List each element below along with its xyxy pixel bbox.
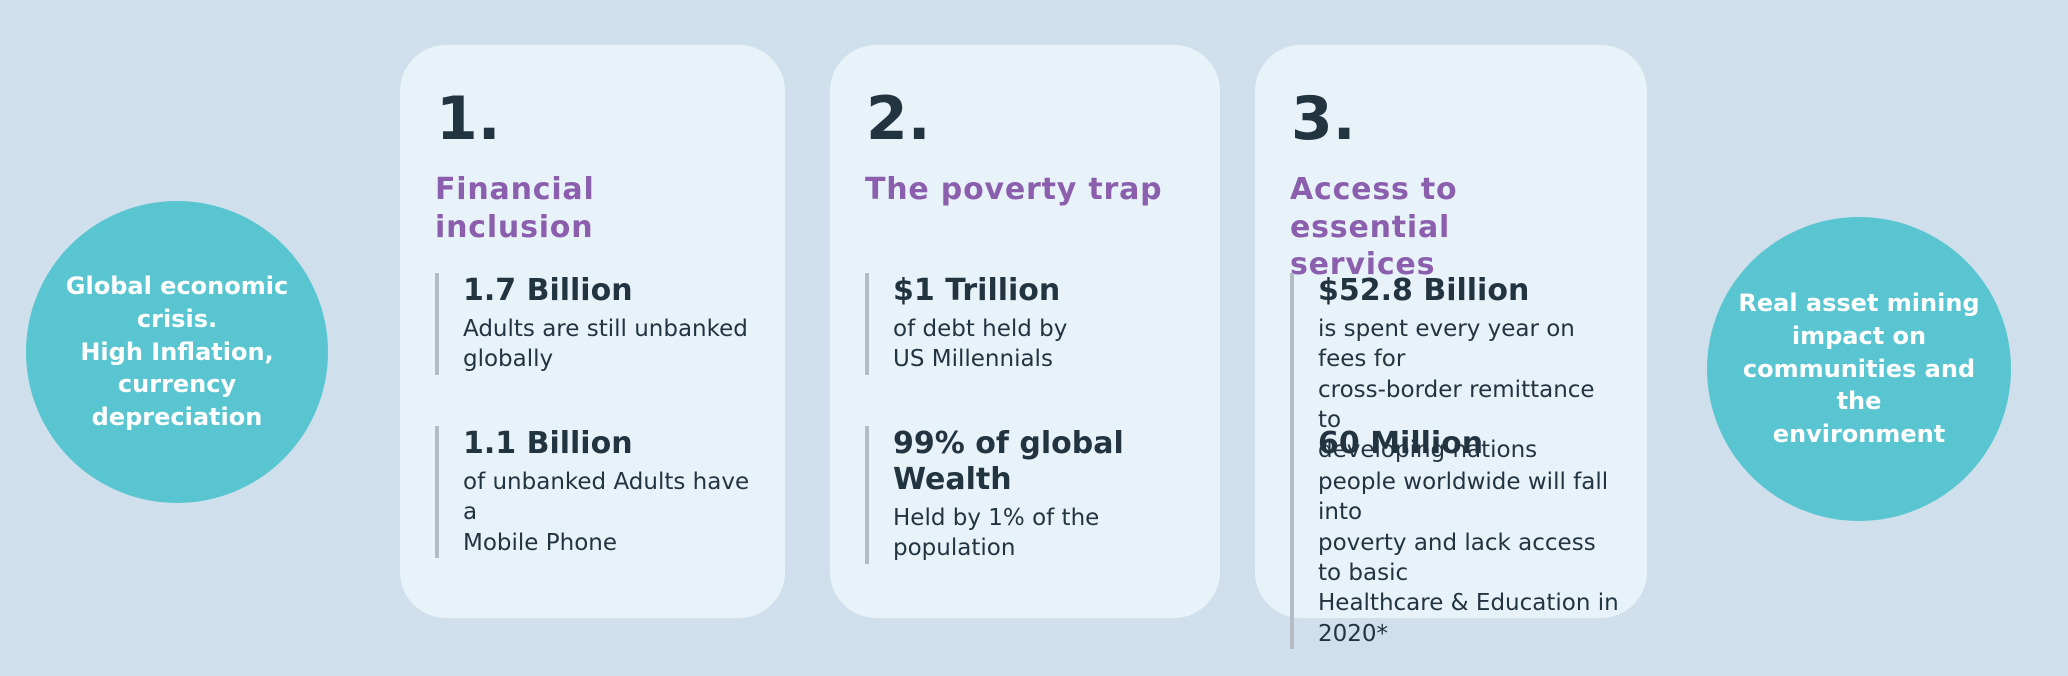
stat-description: people worldwide will fall into poverty … [1318,469,1619,647]
card-title: Access to essential services [1290,172,1458,282]
stat-description: Held by 1% of the population [893,505,1100,562]
card-number: 3. [1291,84,1356,154]
card-title: Financial inclusion [435,172,595,245]
card-number: 1. [436,84,501,154]
stat-block: 99% of global Wealth Held by 1% of the p… [865,426,1194,564]
stat-description: Adults are still unbanked globally [463,316,748,373]
card-poverty-trap: 2. The poverty trap $1 Trillion of debt … [830,45,1220,618]
stat-value: 99% of global Wealth [893,426,1124,497]
card-title: The poverty trap [865,172,1163,207]
left-circle-callout: Global economic crisis. High Inflation, … [26,201,328,503]
stat-value: $52.8 Billion [1318,273,1530,308]
stat-value: 1.7 Billion [463,273,633,308]
right-circle-callout: Real asset mining impact on communities … [1707,217,2011,521]
stat-description: of unbanked Adults have a Mobile Phone [463,469,750,556]
right-circle-text: Real asset mining impact on communities … [1738,289,1980,448]
stat-block: 60 Million people worldwide will fall in… [1290,426,1621,650]
stat-description: of debt held by US Millennials [893,316,1068,373]
stat-block: 1.1 Billion of unbanked Adults have a Mo… [435,426,759,559]
stat-value: 1.1 Billion [463,426,633,461]
left-circle-text: Global economic crisis. High Inflation, … [65,272,289,431]
stat-value: $1 Trillion [893,273,1061,308]
card-access-essential-services: 3. Access to essential services $52.8 Bi… [1255,45,1647,650]
card-financial-inclusion: 1. Financial inclusion 1.7 Billion Adult… [400,45,785,618]
stat-block: $52.8 Billion is spent every year on fee… [1290,273,1621,466]
stat-value: 60 Million [1318,426,1484,461]
card-number: 2. [866,84,931,154]
stat-block: 1.7 Billion Adults are still unbanked gl… [435,273,759,375]
stat-description: is spent every year on fees for cross-bo… [1318,316,1595,464]
stat-block: $1 Trillion of debt held by US Millennia… [865,273,1194,375]
